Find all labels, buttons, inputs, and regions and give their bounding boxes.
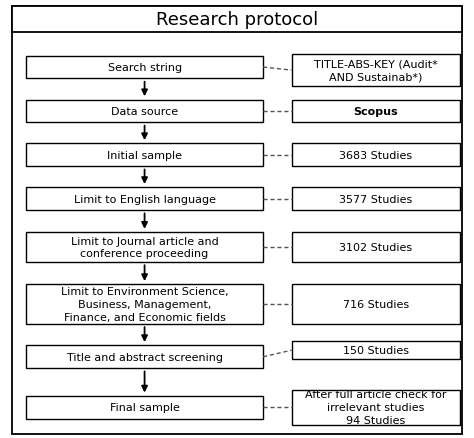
Bar	[292, 342, 460, 359]
Bar	[292, 144, 460, 167]
Bar	[292, 233, 460, 262]
Text: 3577 Studies: 3577 Studies	[339, 194, 412, 204]
Bar	[26, 144, 263, 167]
Text: Limit to English language: Limit to English language	[73, 194, 216, 204]
Bar	[26, 188, 263, 211]
Text: Initial sample: Initial sample	[107, 151, 182, 160]
Text: 716 Studies: 716 Studies	[343, 300, 409, 309]
Bar	[26, 396, 263, 419]
Text: Limit to Environment Science,
Business, Management,
Finance, and Economic fields: Limit to Environment Science, Business, …	[61, 286, 228, 322]
Bar	[26, 100, 263, 123]
Bar	[26, 346, 263, 368]
Bar	[12, 7, 462, 33]
Bar	[26, 233, 263, 262]
Bar	[292, 285, 460, 324]
Bar	[292, 390, 460, 425]
Text: TITLE-ABS-KEY (Audit*
AND Sustainab*): TITLE-ABS-KEY (Audit* AND Sustainab*)	[314, 60, 438, 82]
Text: Search string: Search string	[108, 63, 182, 73]
Text: 150 Studies: 150 Studies	[343, 346, 409, 355]
Bar	[292, 55, 460, 87]
Text: Scopus: Scopus	[353, 107, 398, 117]
Text: Research protocol: Research protocol	[156, 11, 318, 29]
Text: After full article check for
irrelevant studies
94 Studies: After full article check for irrelevant …	[305, 389, 447, 425]
Text: Data source: Data source	[111, 107, 178, 117]
Text: 3683 Studies: 3683 Studies	[339, 151, 412, 160]
Bar	[292, 188, 460, 211]
Bar	[292, 100, 460, 123]
Text: Title and abstract screening: Title and abstract screening	[66, 352, 223, 362]
Text: 3102 Studies: 3102 Studies	[339, 243, 412, 252]
Bar	[26, 285, 263, 324]
Bar	[26, 57, 263, 79]
Text: Limit to Journal article and
conference proceeding: Limit to Journal article and conference …	[71, 236, 219, 259]
Text: Final sample: Final sample	[109, 403, 180, 412]
